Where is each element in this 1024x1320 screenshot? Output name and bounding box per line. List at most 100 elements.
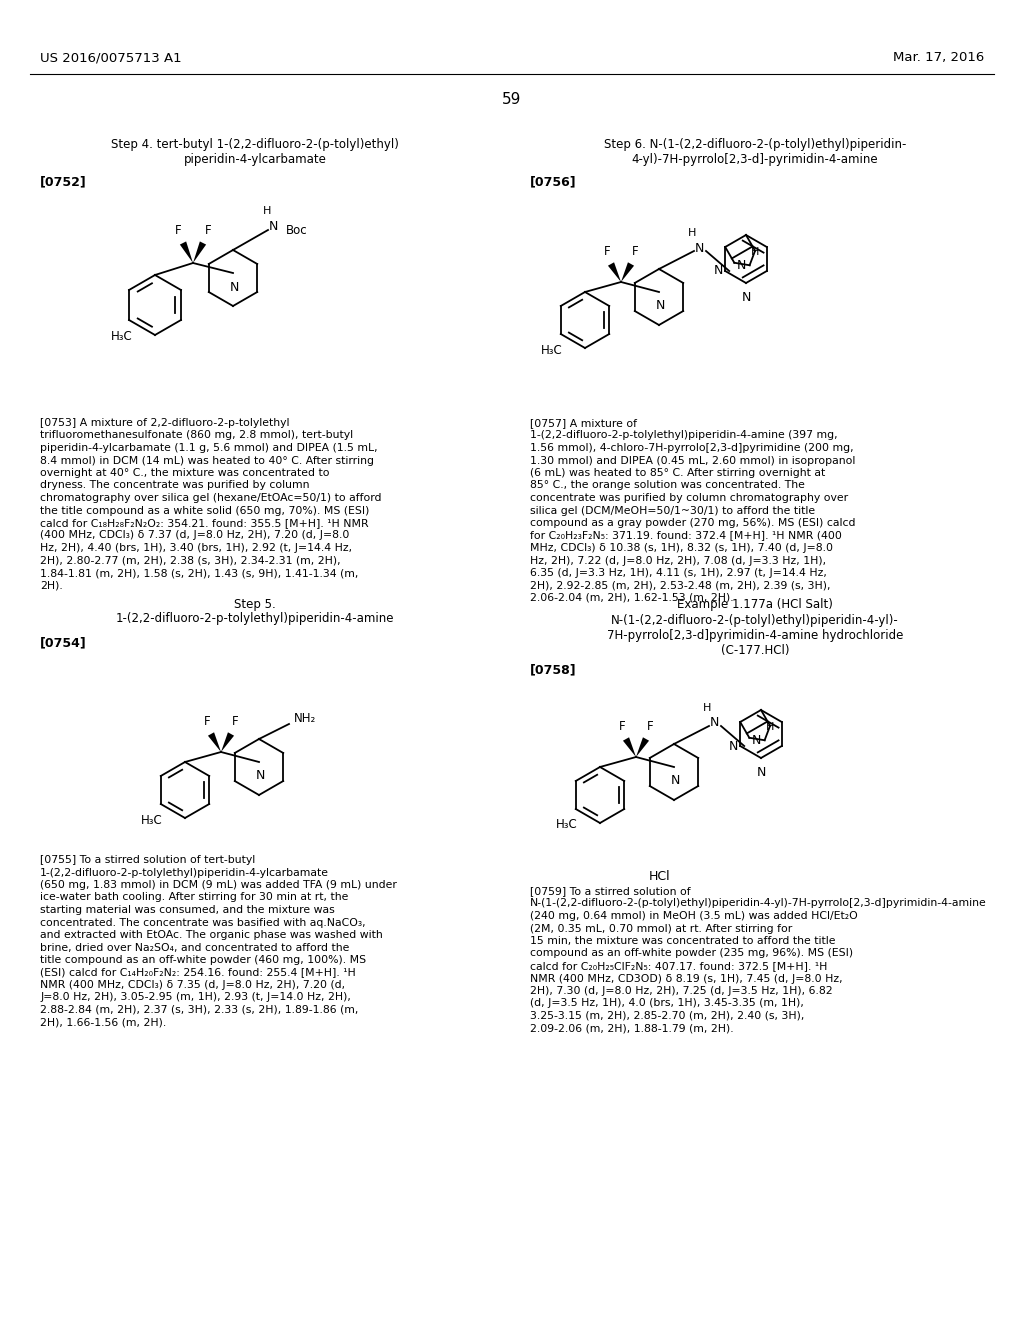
Text: the title compound as a white solid (650 mg, 70%). MS (ESI): the title compound as a white solid (650… bbox=[40, 506, 370, 516]
Text: H: H bbox=[751, 247, 759, 257]
Text: 2H), 2.80-2.77 (m, 2H), 2.38 (s, 3H), 2.34-2.31 (m, 2H),: 2H), 2.80-2.77 (m, 2H), 2.38 (s, 3H), 2.… bbox=[40, 556, 341, 565]
Text: J=8.0 Hz, 2H), 3.05-2.95 (m, 1H), 2.93 (t, J=14.0 Hz, 2H),: J=8.0 Hz, 2H), 3.05-2.95 (m, 1H), 2.93 (… bbox=[40, 993, 351, 1002]
Text: 7H-pyrrolo[2,3-d]pyrimidin-4-amine hydrochloride: 7H-pyrrolo[2,3-d]pyrimidin-4-amine hydro… bbox=[607, 630, 903, 642]
Polygon shape bbox=[193, 242, 206, 263]
Text: N-(1-(2,2-difluoro-2-(p-tolyl)ethyl)piperidin-4-yl)-: N-(1-(2,2-difluoro-2-(p-tolyl)ethyl)pipe… bbox=[611, 614, 899, 627]
Text: overnight at 40° C., the mixture was concentrated to: overnight at 40° C., the mixture was con… bbox=[40, 469, 330, 478]
Text: (400 MHz, CDCl₃) δ 7.37 (d, J=8.0 Hz, 2H), 7.20 (d, J=8.0: (400 MHz, CDCl₃) δ 7.37 (d, J=8.0 Hz, 2H… bbox=[40, 531, 349, 540]
Text: 1-(2,2-difluoro-2-p-tolylethyl)piperidin-4-amine: 1-(2,2-difluoro-2-p-tolylethyl)piperidin… bbox=[116, 612, 394, 624]
Text: (ESI) calcd for C₁₄H₂₀F₂N₂: 254.16. found: 255.4 [M+H]. ¹H: (ESI) calcd for C₁₄H₂₀F₂N₂: 254.16. foun… bbox=[40, 968, 355, 978]
Text: N: N bbox=[695, 242, 705, 255]
Text: trifluoromethanesulfonate (860 mg, 2.8 mmol), tert-butyl: trifluoromethanesulfonate (860 mg, 2.8 m… bbox=[40, 430, 353, 441]
Text: N: N bbox=[671, 774, 680, 787]
Text: (650 mg, 1.83 mmol) in DCM (9 mL) was added TFA (9 mL) under: (650 mg, 1.83 mmol) in DCM (9 mL) was ad… bbox=[40, 880, 397, 890]
Text: piperidin-4-ylcarbamate: piperidin-4-ylcarbamate bbox=[183, 153, 327, 166]
Text: piperidin-4-ylcarbamate (1.1 g, 5.6 mmol) and DIPEA (1.5 mL,: piperidin-4-ylcarbamate (1.1 g, 5.6 mmol… bbox=[40, 444, 378, 453]
Polygon shape bbox=[636, 738, 649, 756]
Text: Boc: Boc bbox=[286, 223, 307, 236]
Text: (240 mg, 0.64 mmol) in MeOH (3.5 mL) was added HCl/Et₂O: (240 mg, 0.64 mmol) in MeOH (3.5 mL) was… bbox=[530, 911, 858, 921]
Polygon shape bbox=[180, 242, 193, 263]
Text: F: F bbox=[618, 719, 626, 733]
Text: NMR (400 MHz, CD3OD) δ 8.19 (s, 1H), 7.45 (d, J=8.0 Hz,: NMR (400 MHz, CD3OD) δ 8.19 (s, 1H), 7.4… bbox=[530, 974, 843, 983]
Text: Hz, 2H), 4.40 (brs, 1H), 3.40 (brs, 1H), 2.92 (t, J=14.4 Hz,: Hz, 2H), 4.40 (brs, 1H), 3.40 (brs, 1H),… bbox=[40, 543, 352, 553]
Text: [0755] To a stirred solution of tert-butyl: [0755] To a stirred solution of tert-but… bbox=[40, 855, 255, 865]
Text: 2H).: 2H). bbox=[40, 581, 62, 590]
Text: 1.30 mmol) and DIPEA (0.45 mL, 2.60 mmol) in isopropanol: 1.30 mmol) and DIPEA (0.45 mL, 2.60 mmol… bbox=[530, 455, 855, 466]
Text: 2H), 2.92-2.85 (m, 2H), 2.53-2.48 (m, 2H), 2.39 (s, 3H),: 2H), 2.92-2.85 (m, 2H), 2.53-2.48 (m, 2H… bbox=[530, 581, 830, 590]
Text: F: F bbox=[647, 719, 653, 733]
Text: 8.4 mmol) in DCM (14 mL) was heated to 40° C. After stirring: 8.4 mmol) in DCM (14 mL) was heated to 4… bbox=[40, 455, 374, 466]
Text: H: H bbox=[263, 206, 271, 216]
Text: 1.84-1.81 (m, 2H), 1.58 (s, 2H), 1.43 (s, 9H), 1.41-1.34 (m,: 1.84-1.81 (m, 2H), 1.58 (s, 2H), 1.43 (s… bbox=[40, 568, 358, 578]
Text: ice-water bath cooling. After stirring for 30 min at rt, the: ice-water bath cooling. After stirring f… bbox=[40, 892, 348, 903]
Text: N: N bbox=[729, 739, 738, 752]
Text: 15 min, the mixture was concentrated to afford the title: 15 min, the mixture was concentrated to … bbox=[530, 936, 836, 946]
Text: concentrated. The concentrate was basified with aq.NaCO₃,: concentrated. The concentrate was basifi… bbox=[40, 917, 366, 928]
Polygon shape bbox=[608, 263, 621, 282]
Text: [0759] To a stirred solution of: [0759] To a stirred solution of bbox=[530, 886, 690, 896]
Text: N: N bbox=[737, 259, 746, 272]
Text: NMR (400 MHz, CDCl₃) δ 7.35 (d, J=8.0 Hz, 2H), 7.20 (d,: NMR (400 MHz, CDCl₃) δ 7.35 (d, J=8.0 Hz… bbox=[40, 979, 345, 990]
Text: N: N bbox=[714, 264, 723, 277]
Text: F: F bbox=[632, 246, 638, 257]
Text: Step 4. tert-butyl 1-(2,2-difluoro-2-(p-tolyl)ethyl): Step 4. tert-butyl 1-(2,2-difluoro-2-(p-… bbox=[111, 139, 399, 150]
Text: concentrate was purified by column chromatography over: concentrate was purified by column chrom… bbox=[530, 492, 848, 503]
Text: [0758]: [0758] bbox=[530, 663, 577, 676]
Text: (C-177.HCl): (C-177.HCl) bbox=[721, 644, 790, 657]
Text: and extracted with EtOAc. The organic phase was washed with: and extracted with EtOAc. The organic ph… bbox=[40, 931, 383, 940]
Text: [0752]: [0752] bbox=[40, 176, 87, 187]
Text: N: N bbox=[710, 717, 720, 730]
Polygon shape bbox=[221, 733, 234, 752]
Text: Step 6. N-(1-(2,2-difluoro-2-(p-tolyl)ethyl)piperidin-: Step 6. N-(1-(2,2-difluoro-2-(p-tolyl)et… bbox=[604, 139, 906, 150]
Text: Hz, 2H), 7.22 (d, J=8.0 Hz, 2H), 7.08 (d, J=3.3 Hz, 1H),: Hz, 2H), 7.22 (d, J=8.0 Hz, 2H), 7.08 (d… bbox=[530, 556, 826, 565]
Text: N: N bbox=[255, 770, 264, 781]
Text: N: N bbox=[757, 766, 766, 779]
Text: 2H), 1.66-1.56 (m, 2H).: 2H), 1.66-1.56 (m, 2H). bbox=[40, 1018, 166, 1027]
Text: title compound as an off-white powder (460 mg, 100%). MS: title compound as an off-white powder (4… bbox=[40, 954, 367, 965]
Text: H: H bbox=[766, 722, 774, 733]
Text: 2H), 7.30 (d, J=8.0 Hz, 2H), 7.25 (d, J=3.5 Hz, 1H), 6.82: 2H), 7.30 (d, J=8.0 Hz, 2H), 7.25 (d, J=… bbox=[530, 986, 833, 997]
Text: H₃C: H₃C bbox=[141, 813, 163, 826]
Text: Mar. 17, 2016: Mar. 17, 2016 bbox=[893, 51, 984, 65]
Polygon shape bbox=[208, 733, 221, 752]
Text: chromatography over silica gel (hexane/EtOAc=50/1) to afford: chromatography over silica gel (hexane/E… bbox=[40, 492, 382, 503]
Text: [0753] A mixture of 2,2-difluoro-2-p-tolylethyl: [0753] A mixture of 2,2-difluoro-2-p-tol… bbox=[40, 418, 290, 428]
Text: H₃C: H₃C bbox=[542, 343, 563, 356]
Text: dryness. The concentrate was purified by column: dryness. The concentrate was purified by… bbox=[40, 480, 309, 491]
Text: for C₂₀H₂₃F₂N₅: 371.19. found: 372.4 [M+H]. ¹H NMR (400: for C₂₀H₂₃F₂N₅: 371.19. found: 372.4 [M+… bbox=[530, 531, 842, 540]
Text: brine, dried over Na₂SO₄, and concentrated to afford the: brine, dried over Na₂SO₄, and concentrat… bbox=[40, 942, 349, 953]
Text: calcd for C₂₀H₂₅ClF₂N₅: 407.17. found: 372.5 [M+H]. ¹H: calcd for C₂₀H₂₅ClF₂N₅: 407.17. found: 3… bbox=[530, 961, 827, 972]
Text: F: F bbox=[231, 715, 239, 729]
Polygon shape bbox=[621, 263, 634, 282]
Text: 6.35 (d, J=3.3 Hz, 1H), 4.11 (s, 1H), 2.97 (t, J=14.4 Hz,: 6.35 (d, J=3.3 Hz, 1H), 4.11 (s, 1H), 2.… bbox=[530, 568, 826, 578]
Text: N: N bbox=[229, 281, 239, 294]
Text: compound as a gray powder (270 mg, 56%). MS (ESI) calcd: compound as a gray powder (270 mg, 56%).… bbox=[530, 517, 855, 528]
Text: NH₂: NH₂ bbox=[294, 713, 316, 726]
Text: Step 5.: Step 5. bbox=[234, 598, 275, 611]
Text: starting material was consumed, and the mixture was: starting material was consumed, and the … bbox=[40, 906, 335, 915]
Text: 1-(2,2-difluoro-2-p-tolylethyl)piperidin-4-ylcarbamate: 1-(2,2-difluoro-2-p-tolylethyl)piperidin… bbox=[40, 867, 329, 878]
Text: MHz, CDCl₃) δ 10.38 (s, 1H), 8.32 (s, 1H), 7.40 (d, J=8.0: MHz, CDCl₃) δ 10.38 (s, 1H), 8.32 (s, 1H… bbox=[530, 543, 833, 553]
Text: [0757] A mixture of: [0757] A mixture of bbox=[530, 418, 637, 428]
Text: H: H bbox=[688, 228, 696, 238]
Text: F: F bbox=[204, 715, 210, 729]
Text: 2.88-2.84 (m, 2H), 2.37 (s, 3H), 2.33 (s, 2H), 1.89-1.86 (m,: 2.88-2.84 (m, 2H), 2.37 (s, 3H), 2.33 (s… bbox=[40, 1005, 358, 1015]
Text: N: N bbox=[741, 290, 751, 304]
Text: N-(1-(2,2-difluoro-2-(p-tolyl)ethyl)piperidin-4-yl)-7H-pyrrolo[2,3-d]pyrimidin-4: N-(1-(2,2-difluoro-2-(p-tolyl)ethyl)pipe… bbox=[530, 899, 987, 908]
Text: 4-yl)-7H-pyrrolo[2,3-d]-pyrimidin-4-amine: 4-yl)-7H-pyrrolo[2,3-d]-pyrimidin-4-amin… bbox=[632, 153, 879, 166]
Text: [0754]: [0754] bbox=[40, 636, 87, 649]
Text: N: N bbox=[753, 734, 762, 747]
Text: F: F bbox=[205, 224, 211, 238]
Text: N: N bbox=[655, 300, 665, 312]
Text: F: F bbox=[175, 224, 181, 238]
Text: calcd for C₁₈H₂₈F₂N₂O₂: 354.21. found: 355.5 [M+H]. ¹H NMR: calcd for C₁₈H₂₈F₂N₂O₂: 354.21. found: 3… bbox=[40, 517, 369, 528]
Text: H₃C: H₃C bbox=[112, 330, 133, 343]
Text: 2.09-2.06 (m, 2H), 1.88-1.79 (m, 2H).: 2.09-2.06 (m, 2H), 1.88-1.79 (m, 2H). bbox=[530, 1023, 733, 1034]
Text: 1.56 mmol), 4-chloro-7H-pyrrolo[2,3-d]pyrimidine (200 mg,: 1.56 mmol), 4-chloro-7H-pyrrolo[2,3-d]py… bbox=[530, 444, 854, 453]
Polygon shape bbox=[623, 738, 636, 756]
Text: 85° C., the orange solution was concentrated. The: 85° C., the orange solution was concentr… bbox=[530, 480, 805, 491]
Text: (d, J=3.5 Hz, 1H), 4.0 (brs, 1H), 3.45-3.35 (m, 1H),: (d, J=3.5 Hz, 1H), 4.0 (brs, 1H), 3.45-3… bbox=[530, 998, 804, 1008]
Text: [0756]: [0756] bbox=[530, 176, 577, 187]
Text: Example 1.177a (HCl Salt): Example 1.177a (HCl Salt) bbox=[677, 598, 833, 611]
Text: H: H bbox=[702, 704, 712, 713]
